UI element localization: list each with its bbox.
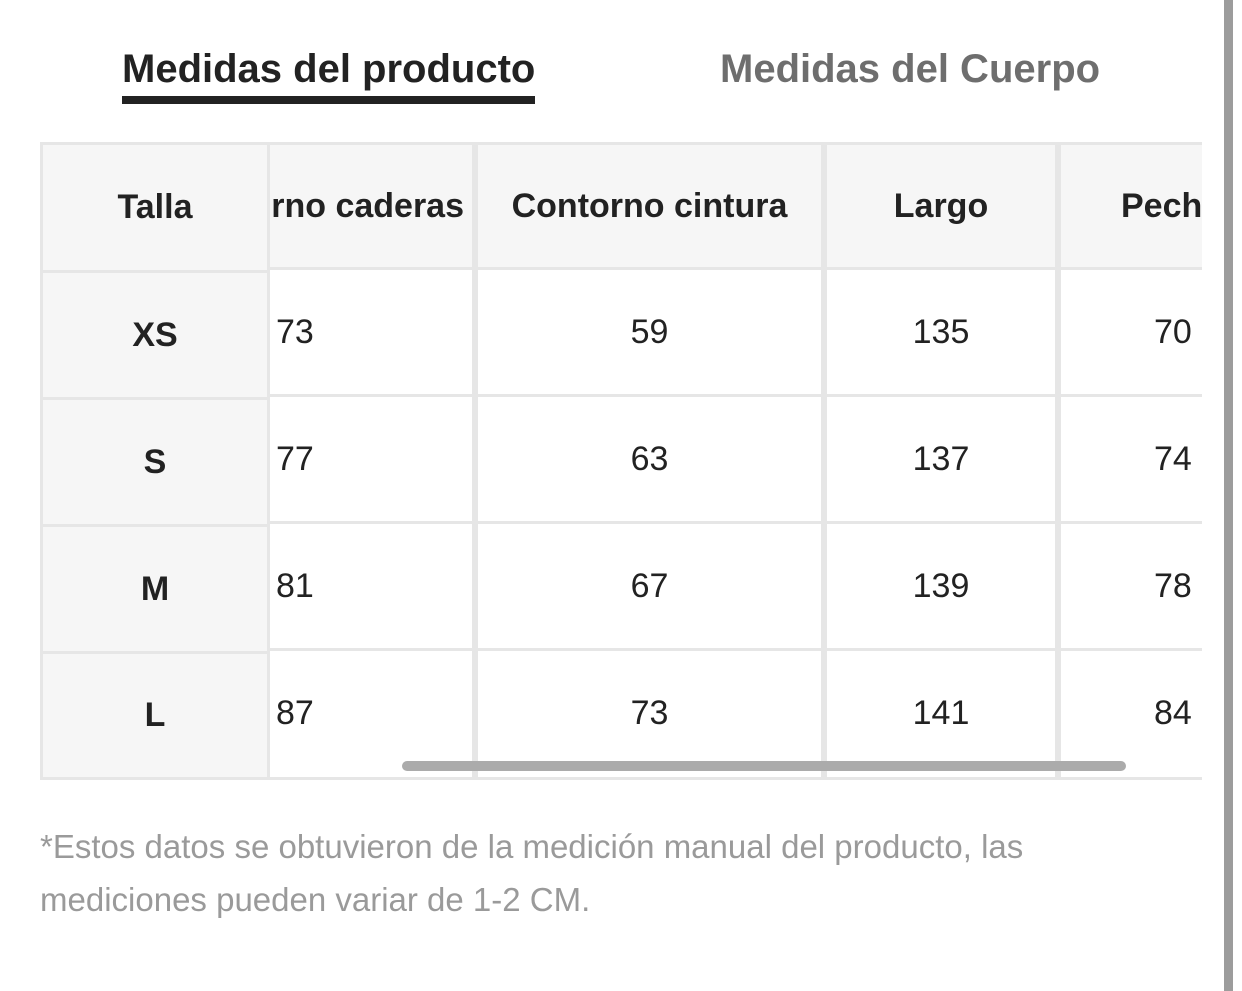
size-cell: L: [43, 651, 267, 777]
horizontal-scrollbar[interactable]: [402, 761, 1126, 771]
column-divider: [472, 142, 478, 778]
tab-bar: Medidas del producto Medidas del Cuerpo: [0, 0, 1222, 110]
cell-chest: 70: [1154, 312, 1192, 351]
cell-length: 135: [912, 312, 970, 351]
cell-waist: 73: [630, 693, 669, 732]
table-header-row: [270, 142, 1202, 270]
tab-body-measurements-label: Medidas del Cuerpo: [720, 47, 1101, 91]
size-cell: S: [43, 397, 267, 524]
cell-length: 137: [912, 439, 970, 478]
cell-hip: 81: [276, 566, 314, 605]
tab-body-measurements[interactable]: Medidas del Cuerpo: [720, 44, 1100, 94]
table-scroll-area[interactable]: Contorno caderas Contorno cintura Largo …: [270, 142, 1202, 782]
size-table: Talla XS S M L Contorno caderas Contorno…: [40, 142, 1202, 782]
cell-waist: 67: [630, 566, 669, 605]
cell-chest: 78: [1154, 566, 1192, 605]
header-chest: Pecho: [1121, 186, 1202, 225]
cell-waist: 59: [630, 312, 669, 351]
size-header: Talla: [117, 188, 193, 226]
size-cell: M: [43, 524, 267, 651]
header-length: Largo: [893, 186, 989, 225]
active-tab-underline: [122, 96, 536, 104]
header-hip: Contorno caderas: [270, 186, 464, 225]
measurement-note: *Estos datos se obtuvieron de la medició…: [40, 828, 1024, 918]
row-divider: [270, 777, 1202, 780]
cell-hip: 73: [276, 312, 314, 351]
cell-hip: 87: [276, 693, 314, 732]
column-divider: [821, 142, 827, 778]
cell-chest: 74: [1154, 439, 1192, 478]
size-cell: XS: [43, 270, 267, 397]
header-waist: Contorno cintura: [511, 186, 788, 225]
row-divider: [270, 521, 1202, 524]
size-column: Talla XS S M L: [40, 142, 270, 780]
column-divider: [1055, 142, 1061, 778]
row-divider: [270, 648, 1202, 651]
cell-length: 139: [912, 566, 970, 605]
cell-waist: 63: [630, 439, 669, 478]
cell-chest: 84: [1154, 693, 1192, 732]
cell-length: 141: [912, 693, 970, 732]
right-edge-divider: [1224, 0, 1233, 991]
tab-product-measurements[interactable]: Medidas del producto: [122, 44, 536, 104]
cell-hip: 77: [276, 439, 314, 478]
row-divider: [270, 394, 1202, 397]
tab-product-measurements-label: Medidas del producto: [122, 47, 536, 91]
